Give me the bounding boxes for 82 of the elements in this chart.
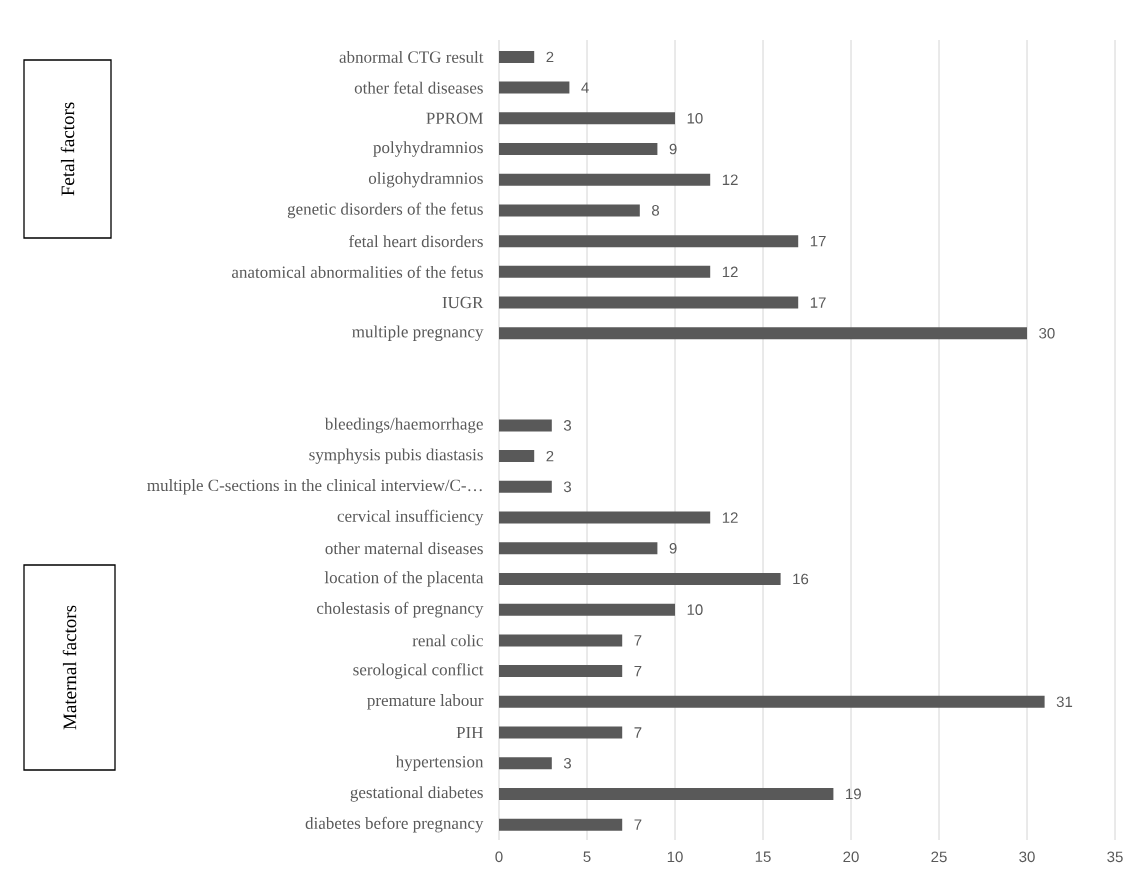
data-label: 10: [687, 604, 703, 615]
y-tick-label: other fetal diseases: [354, 81, 483, 94]
bar: [499, 480, 552, 493]
y-tick-label: location of the placenta: [324, 571, 484, 587]
data-label: 9: [669, 542, 677, 554]
bar: [499, 419, 552, 432]
data-label: 10: [687, 112, 703, 124]
text: Fetal factors: [60, 102, 75, 196]
data-label: 2: [546, 51, 554, 63]
bar: [499, 665, 623, 678]
bar: [499, 50, 535, 63]
data-label: 7: [634, 635, 642, 646]
data-label: 30: [1039, 327, 1055, 339]
x-tick-label: 20: [843, 851, 859, 863]
y-tick-label: hypertension: [395, 755, 484, 771]
y-tick-label: diabetes before pregnancy: [305, 816, 484, 833]
y-tick-label: genetic disorders of the fetus: [287, 202, 483, 219]
x-tick-label: 35: [1107, 851, 1123, 863]
bar: [499, 112, 675, 125]
y-tick-label: polyhydramnios: [373, 141, 483, 157]
data-label: 16: [793, 573, 809, 585]
bar: [499, 818, 623, 831]
bar: [499, 542, 658, 555]
y-tick-label: serological conflict: [353, 663, 484, 679]
data-label: 8: [652, 205, 660, 216]
x-tick-label: 10: [667, 851, 683, 863]
x-tick-label: 15: [755, 851, 771, 862]
data-label: 3: [563, 481, 572, 493]
data-label: 2: [546, 450, 554, 462]
bar: [499, 726, 623, 739]
bar: [499, 265, 711, 278]
bar: [499, 511, 711, 524]
bar: [499, 450, 535, 463]
bar: [499, 757, 552, 770]
bar: [499, 787, 834, 800]
bar: [499, 634, 623, 647]
y-tick-label: PIH: [456, 726, 483, 739]
y-tick-label: cervical insufficiency: [337, 509, 484, 526]
data-label: 17: [810, 235, 826, 247]
data-label: 7: [634, 727, 642, 738]
y-tick-label: multiple C-sections in the clinical interview/C-…: [147, 479, 482, 495]
x-tick-label: 30: [1019, 851, 1035, 863]
y-tick-label: other maternal diseases: [325, 542, 483, 555]
y-tick-label: anatomical abnormalities of the fetus: [231, 265, 483, 278]
y-tick-label: renal colic: [412, 634, 483, 647]
y-tick-label: gestational diabetes: [350, 786, 483, 802]
bar: [499, 327, 1028, 340]
bar: [499, 695, 1045, 708]
data-label: 7: [634, 819, 642, 830]
bar: [499, 81, 570, 94]
y-tick-label: symphysis pubis diastasis: [309, 448, 483, 464]
data-label: 12: [722, 174, 738, 185]
x-tick-label: 5: [583, 851, 591, 862]
bar: [499, 143, 658, 156]
y-tick-label: fetal heart disorders: [348, 235, 483, 248]
data-label: 9: [669, 143, 677, 155]
bar: [499, 572, 781, 585]
bar: [499, 204, 640, 217]
data-label: 19: [846, 788, 861, 800]
x-tick-label: 0: [495, 851, 503, 863]
data-label: 4: [581, 82, 589, 93]
y-tick-label: bleedings/haemorrhage: [324, 417, 483, 434]
data-label: 7: [634, 665, 642, 677]
bar: [499, 296, 799, 309]
y-tick-label: abnormal CTG result: [339, 50, 484, 63]
bar: [499, 603, 675, 616]
data-label: 12: [722, 266, 738, 278]
data-label: 3: [563, 420, 572, 431]
data-label: 17: [810, 297, 826, 308]
y-tick-label: IUGR: [442, 296, 484, 309]
y-tick-label: multiple pregnancy: [352, 325, 484, 342]
y-tick-label: oligohydramnios: [368, 171, 483, 188]
bar: [499, 173, 711, 186]
bar: [499, 235, 799, 248]
y-tick-label: premature labour: [367, 694, 484, 710]
data-label: 3: [563, 757, 572, 769]
data-label: 31: [1056, 696, 1073, 708]
data-label: 12: [722, 512, 738, 523]
x-tick-label: 25: [931, 851, 947, 863]
y-tick-label: PPROM: [426, 112, 483, 125]
text: Maternal factors: [62, 605, 77, 730]
y-tick-label: cholestasis of pregnancy: [317, 601, 484, 618]
